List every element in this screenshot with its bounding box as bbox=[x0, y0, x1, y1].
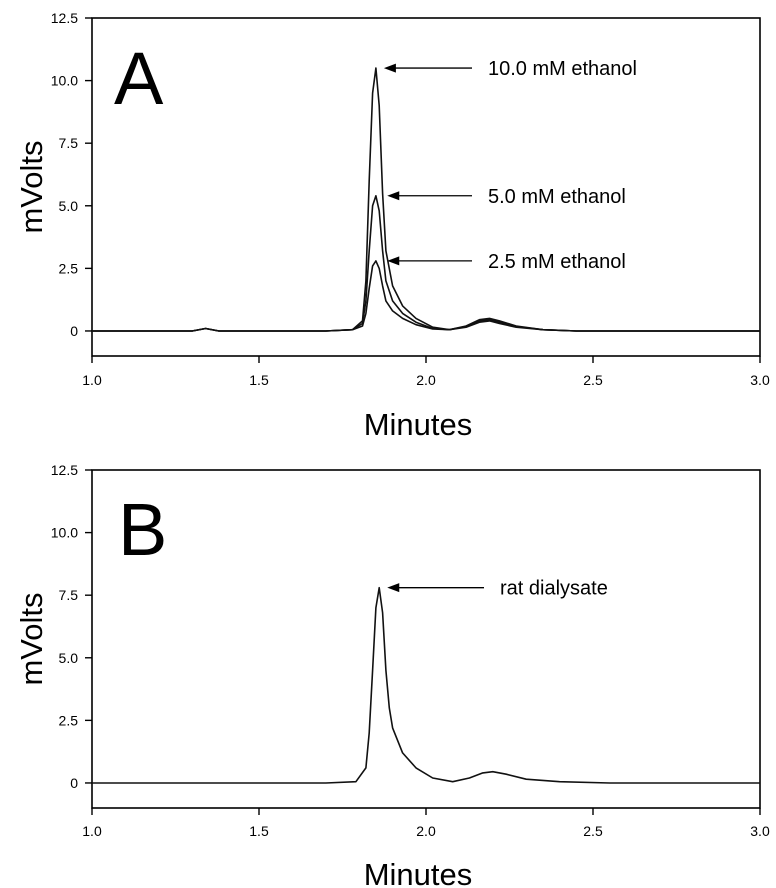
x-tick-label: 3.0 bbox=[750, 823, 770, 839]
x-tick-label: 1.5 bbox=[249, 823, 269, 839]
x-axis-title: Minutes bbox=[364, 857, 473, 888]
x-tick-label: 2.0 bbox=[416, 823, 436, 839]
panel-a: 1.0 1.5 2.0 2.5 3.0 0 2.5 5.0 7.5 10.0 12.5 Minutes… bbox=[14, 10, 770, 442]
annotation-arrowhead bbox=[383, 63, 396, 73]
y-tick-label: 7.5 bbox=[59, 587, 79, 603]
x-tick-label: 1.0 bbox=[82, 372, 102, 388]
x-tick-label: 2.5 bbox=[583, 372, 603, 388]
annotation-label: 5.0 mM ethanol bbox=[488, 186, 626, 208]
annotation-label: 2.5 mM ethanol bbox=[488, 251, 626, 273]
y-tick-label: 2.5 bbox=[59, 260, 79, 276]
x-tick-label: 1.5 bbox=[249, 372, 269, 388]
y-tick-label: 2.5 bbox=[59, 712, 79, 728]
y-axis-title: mVolts bbox=[14, 140, 49, 233]
panel-letter: A bbox=[114, 37, 164, 120]
plot-frame bbox=[91, 469, 761, 809]
x-tick-label: 1.0 bbox=[82, 823, 102, 839]
y-tick-label: 0 bbox=[70, 775, 78, 791]
y-tick-label: 10.0 bbox=[51, 525, 78, 541]
x-tick-label: 2.5 bbox=[583, 823, 603, 839]
y-tick-label: 12.5 bbox=[51, 462, 78, 478]
y-axis-title: mVolts bbox=[14, 592, 49, 685]
panel-b: 1.0 1.5 2.0 2.5 3.0 0 2.5 5.0 7.5 10.0 12.5 Minutes… bbox=[14, 462, 770, 888]
annotation-label: 10.0 mM ethanol bbox=[488, 58, 637, 80]
y-tick-label: 10.0 bbox=[51, 73, 78, 89]
y-tick-label: 12.5 bbox=[51, 10, 78, 26]
y-tick-label: 5.0 bbox=[59, 650, 79, 666]
x-tick-label: 2.0 bbox=[416, 372, 436, 388]
y-tick-label: 7.5 bbox=[59, 135, 79, 151]
y-tick-label: 5.0 bbox=[59, 198, 79, 214]
x-axis-title: Minutes bbox=[364, 407, 473, 442]
series-line bbox=[92, 195, 760, 332]
annotation-arrowhead bbox=[387, 583, 400, 593]
annotation-arrowhead bbox=[387, 191, 400, 201]
series-line bbox=[92, 586, 760, 784]
x-tick-label: 3.0 bbox=[750, 372, 770, 388]
annotation-arrowhead bbox=[387, 256, 400, 266]
annotation-label: rat dialysate bbox=[500, 578, 608, 600]
series-line bbox=[92, 67, 760, 332]
series-line bbox=[92, 260, 760, 332]
panel-letter: B bbox=[118, 488, 167, 571]
y-tick-label: 0 bbox=[70, 323, 78, 339]
